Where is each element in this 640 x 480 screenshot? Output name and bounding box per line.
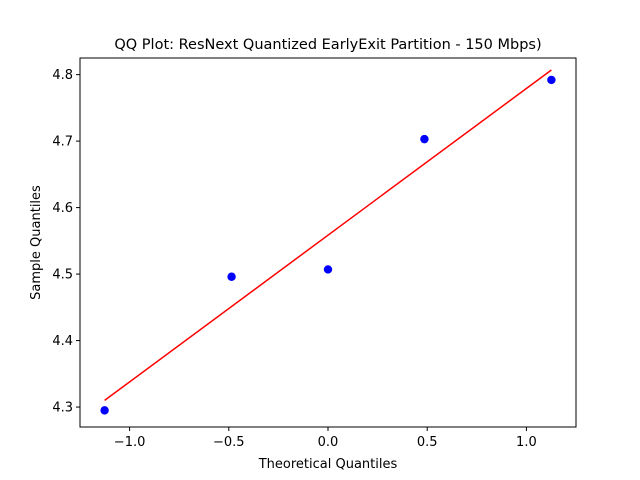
x-tick-label: 0.0	[318, 435, 339, 450]
y-tick-label: 4.5	[52, 268, 73, 283]
reference-line	[104, 69, 552, 402]
y-tick-label: 4.7	[52, 135, 73, 150]
y-tick-label: 4.3	[52, 401, 73, 416]
x-tick-label: −0.5	[213, 435, 245, 450]
data-point	[323, 265, 333, 274]
y-tick-label: 4.4	[52, 334, 73, 349]
y-axis: 4.3 4.4 4.5 4.6 4.7 4.8	[52, 68, 80, 416]
x-axis-label: Theoretical Quantiles	[258, 457, 398, 472]
y-axis-label: Sample Quantiles	[29, 185, 44, 300]
x-tick-label: 1.0	[516, 435, 537, 450]
y-tick-label: 4.8	[52, 68, 73, 83]
plot-area	[100, 69, 556, 415]
x-tick-label: 0.5	[417, 435, 438, 450]
x-axis: −1.0 −0.5 0.0 0.5 1.0	[114, 427, 537, 450]
y-tick-label: 4.6	[52, 201, 73, 216]
data-point	[227, 272, 236, 281]
data-point	[547, 75, 556, 85]
x-tick-label: −1.0	[114, 435, 146, 450]
data-point	[420, 134, 429, 144]
data-point	[100, 406, 109, 415]
chart-title: QQ Plot: ResNext Quantized EarlyExit Par…	[114, 37, 541, 53]
